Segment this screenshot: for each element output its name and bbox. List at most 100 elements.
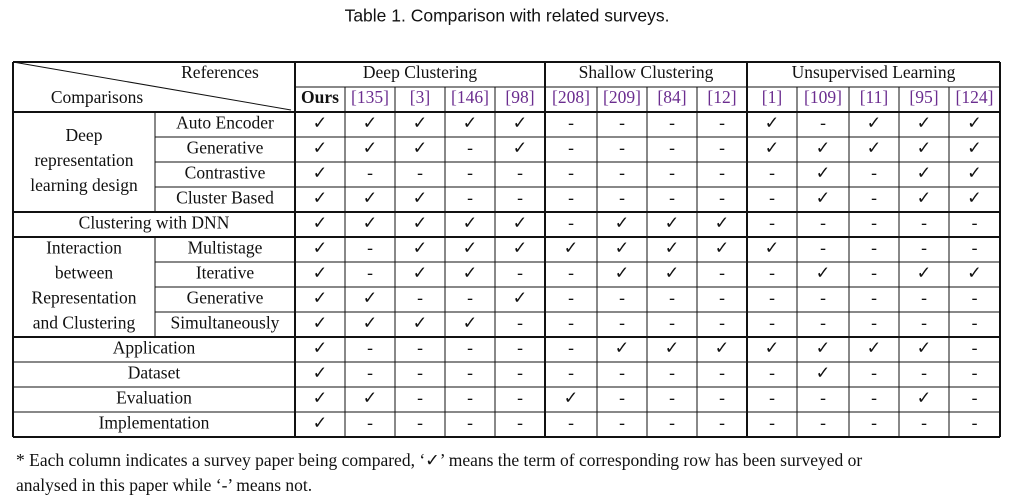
cell: - [769, 363, 775, 383]
cell: - [467, 388, 473, 408]
cell: - [568, 288, 574, 308]
cell: ✓ [615, 263, 630, 283]
cell: - [871, 188, 877, 208]
cell: - [719, 188, 725, 208]
cell: ✓ [816, 138, 831, 158]
cell: - [417, 338, 423, 358]
cell: ✓ [867, 138, 882, 158]
cell: ✓ [967, 188, 982, 208]
cell: - [568, 263, 574, 283]
cell: ✓ [564, 238, 579, 258]
group-label: learning design [30, 175, 138, 195]
cell: ✓ [564, 388, 579, 408]
table-caption: Table 1. Comparison with related surveys… [345, 6, 670, 26]
cell: ✓ [413, 313, 428, 333]
cell: ✓ [363, 288, 378, 308]
cell: - [467, 363, 473, 383]
row-label: Generative [187, 138, 264, 158]
cell: - [568, 163, 574, 183]
group-header: Shallow Clustering [579, 62, 714, 82]
cell: - [417, 363, 423, 383]
cell: - [619, 313, 625, 333]
cell: - [568, 413, 574, 433]
footnote: * Each column indicates a survey paper b… [16, 450, 862, 470]
cell: - [417, 163, 423, 183]
cell: - [719, 263, 725, 283]
cell: - [921, 238, 927, 258]
cell: - [568, 138, 574, 158]
cell: - [619, 113, 625, 133]
cell: ✓ [313, 113, 328, 133]
cell: - [467, 288, 473, 308]
cell: - [769, 263, 775, 283]
cell: - [417, 288, 423, 308]
reference: [109] [804, 87, 842, 107]
cell: ✓ [413, 213, 428, 233]
cell: - [820, 113, 826, 133]
cell: ✓ [463, 313, 478, 333]
row-label: Dataset [128, 363, 181, 383]
cell: - [619, 188, 625, 208]
cell: ✓ [313, 138, 328, 158]
cell: ✓ [615, 238, 630, 258]
cell: - [669, 163, 675, 183]
cell: ✓ [917, 138, 932, 158]
cell: ✓ [363, 138, 378, 158]
cell: ✓ [313, 413, 328, 433]
cell: - [820, 388, 826, 408]
row-label: Iterative [196, 263, 255, 283]
row-label: Multistage [188, 238, 263, 258]
cell: - [568, 188, 574, 208]
reference: [3] [410, 87, 430, 107]
cell: ✓ [867, 338, 882, 358]
cell: ✓ [867, 113, 882, 133]
cell: - [367, 338, 373, 358]
cell: ✓ [917, 163, 932, 183]
cell: ✓ [917, 263, 932, 283]
cell: ✓ [313, 213, 328, 233]
group-label: between [55, 263, 114, 283]
cell: ✓ [715, 238, 730, 258]
cell: ✓ [816, 263, 831, 283]
cell: - [820, 238, 826, 258]
cell: - [871, 288, 877, 308]
cell: ✓ [665, 213, 680, 233]
reference: [84] [657, 87, 686, 107]
cell: - [517, 363, 523, 383]
cell: - [719, 388, 725, 408]
cell: ✓ [816, 163, 831, 183]
reference: Ours [301, 87, 339, 107]
cell: ✓ [413, 113, 428, 133]
cell: ✓ [917, 388, 932, 408]
cell: ✓ [816, 188, 831, 208]
cell: - [871, 263, 877, 283]
cell: ✓ [463, 213, 478, 233]
cell: ✓ [313, 363, 328, 383]
cell: ✓ [513, 213, 528, 233]
group-label: Deep [66, 125, 103, 145]
cell: - [669, 188, 675, 208]
cell: ✓ [413, 138, 428, 158]
cell: ✓ [665, 238, 680, 258]
cell: ✓ [967, 163, 982, 183]
cell: - [719, 163, 725, 183]
cell: - [517, 338, 523, 358]
cell: - [669, 313, 675, 333]
cell: - [517, 388, 523, 408]
cell: - [619, 413, 625, 433]
row-label: Contrastive [185, 163, 266, 183]
cell: ✓ [313, 263, 328, 283]
cell: ✓ [363, 213, 378, 233]
cell: - [871, 163, 877, 183]
cell: - [367, 163, 373, 183]
row-label: Simultaneously [171, 313, 280, 333]
cell: - [921, 213, 927, 233]
cell: - [467, 163, 473, 183]
cell: - [619, 363, 625, 383]
cell: - [467, 413, 473, 433]
row-label: Application [113, 338, 196, 358]
cell: - [921, 413, 927, 433]
cell: ✓ [513, 288, 528, 308]
row-label: Cluster Based [176, 188, 274, 208]
